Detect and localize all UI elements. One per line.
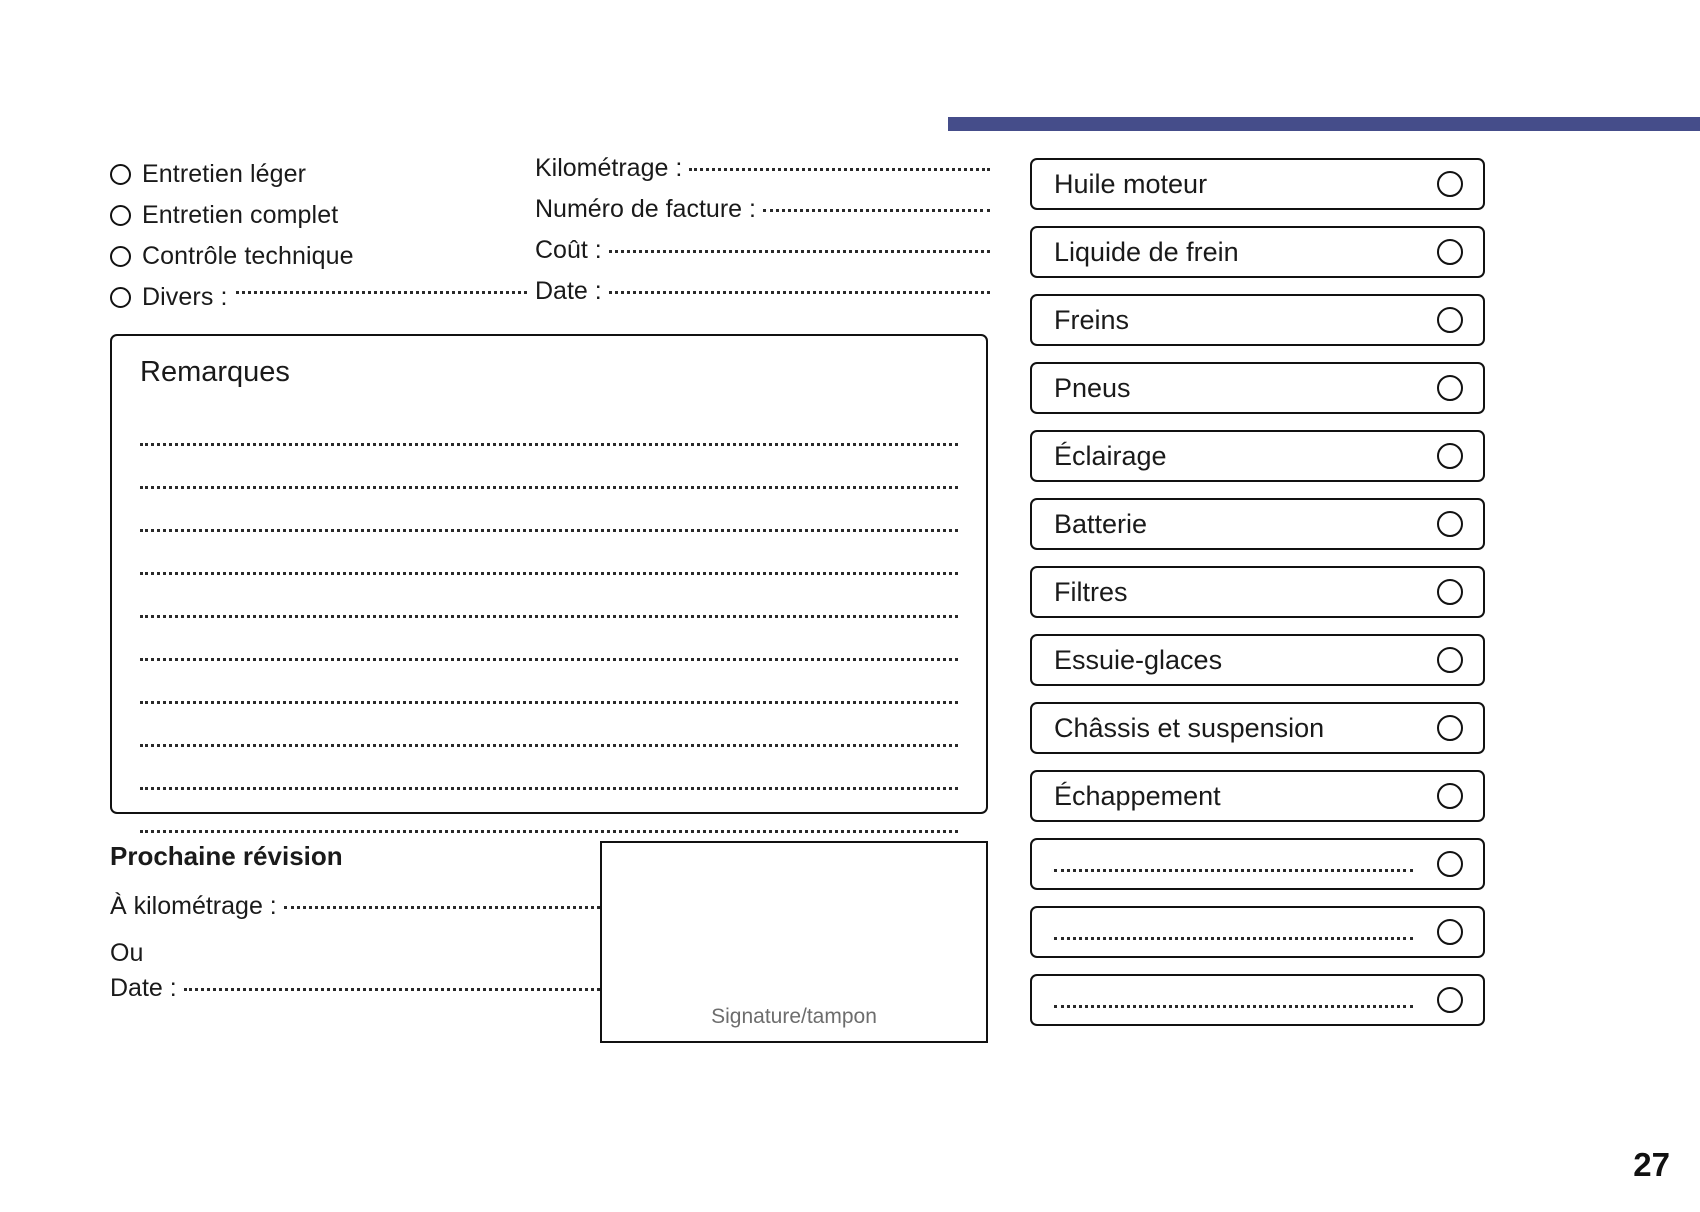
- checklist-checkbox-icon[interactable]: [1437, 987, 1463, 1013]
- header-accent-bar: [948, 117, 1700, 131]
- service-entry-section: Entretien léger Entretien complet Contrôle…: [110, 152, 990, 318]
- remarks-line[interactable]: [140, 618, 958, 661]
- service-type-option[interactable]: Entretien léger: [110, 154, 535, 195]
- checklist-item[interactable]: Échappement: [1030, 770, 1485, 822]
- service-type-label: Entretien complet: [142, 201, 339, 229]
- remarks-line[interactable]: [140, 704, 958, 747]
- next-revision-section: Prochaine révision À kilométrage : Ou Da…: [110, 841, 600, 1015]
- service-field-input[interactable]: [608, 250, 990, 253]
- service-type-label: Contrôle technique: [142, 242, 354, 270]
- checklist-checkbox-icon[interactable]: [1437, 919, 1463, 945]
- checklist-item[interactable]: [1030, 974, 1485, 1026]
- radio-circle-icon[interactable]: [110, 246, 131, 267]
- next-revision-or-label: Ou: [110, 939, 144, 967]
- inspection-checklist: Huile moteur Liquide de frein Freins Pneus É…: [1030, 158, 1485, 1042]
- service-field-label: Kilométrage :: [535, 154, 683, 182]
- checklist-item-label: Batterie: [1054, 508, 1148, 539]
- checklist-item-label: Liquide de frein: [1054, 236, 1239, 267]
- checklist-checkbox-icon[interactable]: [1437, 375, 1463, 401]
- service-field-row[interactable]: Date :: [535, 277, 990, 318]
- next-revision-mileage-label: À kilométrage :: [110, 892, 277, 920]
- service-field-input[interactable]: [762, 209, 990, 212]
- checklist-checkbox-icon[interactable]: [1437, 511, 1463, 537]
- checklist-custom-input[interactable]: [1054, 1004, 1413, 1008]
- radio-circle-icon[interactable]: [110, 164, 131, 185]
- checklist-item-label: Filtres: [1054, 576, 1128, 607]
- checklist-item[interactable]: Pneus: [1030, 362, 1485, 414]
- next-revision-date-row[interactable]: Date :: [110, 974, 600, 1015]
- checklist-checkbox-icon[interactable]: [1437, 783, 1463, 809]
- checklist-item[interactable]: Huile moteur: [1030, 158, 1485, 210]
- checklist-item-label: Huile moteur: [1054, 168, 1208, 199]
- service-field-label: Numéro de facture :: [535, 195, 756, 223]
- checklist-item[interactable]: Éclairage: [1030, 430, 1485, 482]
- service-field-input[interactable]: [689, 168, 990, 171]
- next-revision-date-label: Date :: [110, 974, 177, 1002]
- signature-caption: Signature/tampon: [711, 1005, 877, 1028]
- checklist-item[interactable]: Essuie-glaces: [1030, 634, 1485, 686]
- service-type-option[interactable]: Divers :: [110, 277, 535, 318]
- remarks-title: Remarques: [140, 356, 290, 388]
- checklist-custom-input[interactable]: [1054, 936, 1413, 940]
- signature-stamp-box[interactable]: Signature/tampon: [600, 841, 988, 1043]
- service-type-option[interactable]: Contrôle technique: [110, 236, 535, 277]
- checklist-item[interactable]: Châssis et suspension: [1030, 702, 1485, 754]
- remarks-line[interactable]: [140, 489, 958, 532]
- checklist-checkbox-icon[interactable]: [1437, 851, 1463, 877]
- service-field-label: Coût :: [535, 236, 602, 264]
- remarks-writing-lines[interactable]: [140, 403, 958, 833]
- checklist-item[interactable]: Batterie: [1030, 498, 1485, 550]
- checklist-checkbox-icon[interactable]: [1437, 715, 1463, 741]
- radio-circle-icon[interactable]: [110, 287, 131, 308]
- service-type-label: Entretien léger: [142, 160, 307, 188]
- remarks-line[interactable]: [140, 532, 958, 575]
- next-revision-mileage-row[interactable]: À kilométrage :: [110, 892, 600, 933]
- checklist-item[interactable]: Freins: [1030, 294, 1485, 346]
- radio-circle-icon[interactable]: [110, 205, 131, 226]
- checklist-item[interactable]: [1030, 838, 1485, 890]
- checklist-item-label: Pneus: [1054, 372, 1131, 403]
- checklist-checkbox-icon[interactable]: [1437, 171, 1463, 197]
- checklist-custom-input[interactable]: [1054, 868, 1413, 872]
- checklist-checkbox-icon[interactable]: [1437, 239, 1463, 265]
- next-revision-title: Prochaine révision: [110, 841, 343, 871]
- page-number: 27: [1633, 1146, 1670, 1183]
- remarks-line[interactable]: [140, 747, 958, 790]
- checklist-checkbox-icon[interactable]: [1437, 647, 1463, 673]
- service-field-input[interactable]: [608, 291, 990, 294]
- remarks-box[interactable]: Remarques: [110, 334, 988, 833]
- service-field-row[interactable]: Kilométrage :: [535, 154, 990, 195]
- checklist-item[interactable]: Filtres: [1030, 566, 1485, 618]
- remarks-line[interactable]: [140, 575, 958, 618]
- service-type-option[interactable]: Entretien complet: [110, 195, 535, 236]
- remarks-line[interactable]: [140, 403, 958, 446]
- service-type-label: Divers :: [142, 283, 228, 311]
- checklist-item[interactable]: Liquide de frein: [1030, 226, 1485, 278]
- checklist-item-label: Essuie-glaces: [1054, 644, 1223, 675]
- checklist-checkbox-icon[interactable]: [1437, 307, 1463, 333]
- checklist-item[interactable]: [1030, 906, 1485, 958]
- service-type-other-input[interactable]: [235, 291, 527, 294]
- service-field-list: Kilométrage : Numéro de facture : Coût : Da…: [535, 152, 990, 318]
- checklist-item-label: Échappement: [1054, 780, 1221, 811]
- remarks-line[interactable]: [140, 446, 958, 489]
- next-revision-date-input[interactable]: [183, 988, 600, 991]
- service-field-row[interactable]: Coût :: [535, 236, 990, 277]
- checklist-checkbox-icon[interactable]: [1437, 579, 1463, 605]
- checklist-item-label: Châssis et suspension: [1054, 712, 1325, 743]
- checklist-checkbox-icon[interactable]: [1437, 443, 1463, 469]
- service-type-radio-group: Entretien léger Entretien complet Contrôle…: [110, 152, 535, 318]
- remarks-line[interactable]: [140, 790, 958, 833]
- next-revision-mileage-input[interactable]: [283, 906, 600, 909]
- checklist-item-label: Freins: [1054, 304, 1130, 335]
- remarks-line[interactable]: [140, 661, 958, 704]
- checklist-item-label: Éclairage: [1054, 440, 1167, 471]
- service-field-row[interactable]: Numéro de facture :: [535, 195, 990, 236]
- service-field-label: Date :: [535, 277, 602, 305]
